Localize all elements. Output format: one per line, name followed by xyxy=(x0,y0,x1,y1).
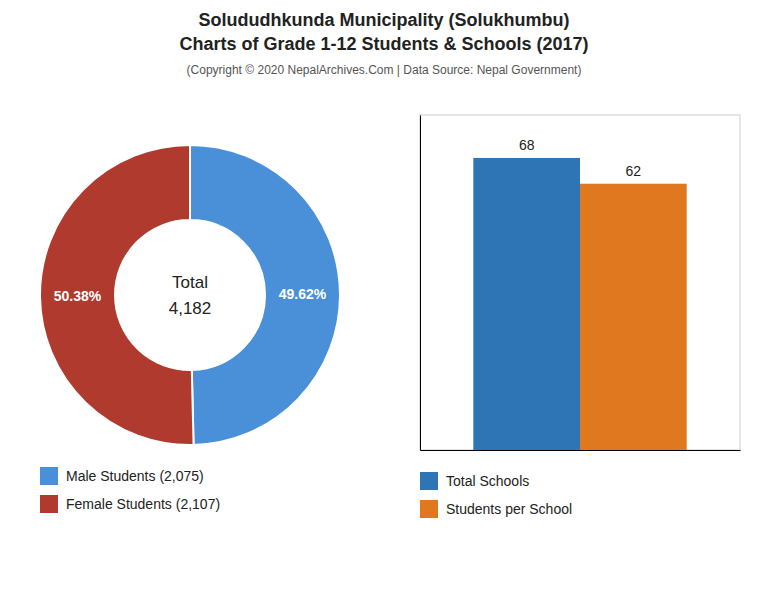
legend-item: Female Students (2,107) xyxy=(40,495,220,513)
bars xyxy=(473,158,686,450)
title: Charts of Grade 1-12 Students & Schools … xyxy=(179,34,588,54)
data-label: 68 xyxy=(519,137,535,153)
legend-label: Students per School xyxy=(446,501,572,517)
slice xyxy=(190,145,340,445)
data-labels: 68 62 xyxy=(519,137,641,179)
bar xyxy=(580,184,687,450)
legend-label: Male Students (2,075) xyxy=(66,468,204,484)
bar xyxy=(473,158,580,450)
title: Solududhkunda Municipality (Solukhumbu) xyxy=(199,10,570,30)
legend-swatch xyxy=(420,500,438,518)
data-label: 62 xyxy=(626,163,642,179)
center-text: 4,182 xyxy=(169,299,212,318)
data-label: 49.62% xyxy=(279,286,327,302)
legend-label: Female Students (2,107) xyxy=(66,496,220,512)
y-axis-line xyxy=(420,116,421,451)
slice xyxy=(40,145,194,445)
x-axis-line xyxy=(421,450,741,451)
subtitle: (Copyright © 2020 NepalArchives.Com | Da… xyxy=(187,63,582,77)
center-text: Total xyxy=(172,273,208,292)
donut-chart: 49.62% 50.38% Total 4,182 Male Students (2,0… xyxy=(40,145,340,513)
chart-root: Solududhkunda Municipality (Solukhumbu) C… xyxy=(0,0,768,597)
x-axis xyxy=(421,450,741,451)
slices xyxy=(40,145,340,445)
legend-item: Students per School xyxy=(420,500,572,518)
legend-item: Male Students (2,075) xyxy=(40,467,204,485)
legend: Total Schools Students per School xyxy=(420,472,572,518)
legend-item: Total Schools xyxy=(420,472,529,490)
data-label: 50.38% xyxy=(54,288,102,304)
legend-swatch xyxy=(420,472,438,490)
legend-swatch xyxy=(40,495,58,513)
legend: Male Students (2,075) Female Students (2,… xyxy=(40,467,220,513)
legend-label: Total Schools xyxy=(446,473,529,489)
y-axis xyxy=(420,116,421,451)
legend-swatch xyxy=(40,467,58,485)
plot-frame xyxy=(420,115,740,450)
bar-chart: 68 62 Total Schools Students per School xyxy=(420,115,741,518)
